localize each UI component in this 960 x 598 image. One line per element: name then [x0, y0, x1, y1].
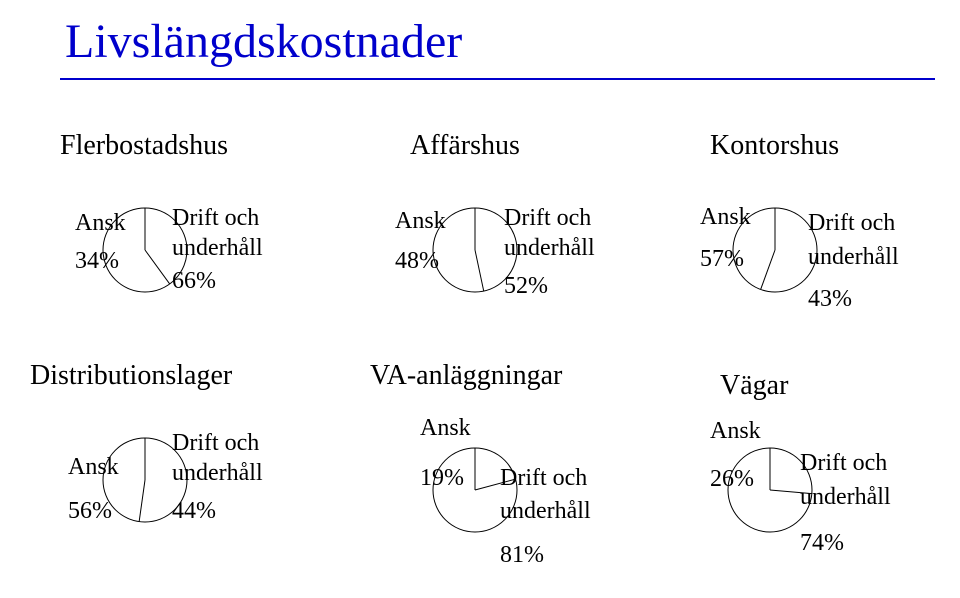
label-left-bottom-flerbostadshus: 34%	[75, 248, 119, 275]
label-right-bottom-kontorshus: 43%	[808, 286, 852, 313]
label-right-mid-affarshus: underhåll	[504, 235, 595, 262]
label-right-mid-flerbostadshus: underhåll	[172, 235, 263, 262]
chart-heading-va: VA-anläggningar	[370, 360, 562, 392]
label-left-top-affarshus: Ansk	[395, 208, 446, 235]
label-right-top-kontorshus: Drift och	[808, 210, 895, 237]
label-left-top-va: Ansk	[420, 415, 471, 442]
label-left-bottom-distributionslager: 56%	[68, 498, 112, 525]
label-right-top-flerbostadshus: Drift och	[172, 205, 259, 232]
label-right-mid-kontorshus: underhåll	[808, 244, 899, 271]
label-right-top-va: Drift och	[500, 465, 587, 492]
label-right-top-distributionslager: Drift och	[172, 430, 259, 457]
label-left-bottom-affarshus: 48%	[395, 248, 439, 275]
label-right-mid-vagar: underhåll	[800, 484, 891, 511]
label-left-bottom-va: 19%	[420, 465, 464, 492]
label-left-bottom-vagar: 26%	[710, 466, 754, 493]
chart-heading-distributionslager: Distributionslager	[30, 360, 232, 392]
label-left-top-vagar: Ansk	[710, 418, 761, 445]
label-left-top-distributionslager: Ansk	[68, 454, 119, 481]
label-right-mid-va: underhåll	[500, 498, 591, 525]
title-underline	[60, 78, 935, 80]
label-right-bottom-va: 81%	[500, 542, 544, 569]
chart-heading-vagar: Vägar	[720, 370, 788, 402]
chart-heading-kontorshus: Kontorshus	[710, 130, 839, 162]
label-left-bottom-kontorshus: 57%	[700, 246, 744, 273]
page-title: Livslängdskostnader	[65, 14, 462, 69]
chart-heading-affarshus: Affärshus	[410, 130, 520, 162]
label-right-bottom-flerbostadshus: 66%	[172, 268, 216, 295]
label-right-bottom-vagar: 74%	[800, 530, 844, 557]
label-left-top-kontorshus: Ansk	[700, 204, 751, 231]
label-right-bottom-distributionslager: 44%	[172, 498, 216, 525]
label-left-top-flerbostadshus: Ansk	[75, 210, 126, 237]
label-right-mid-distributionslager: underhåll	[172, 460, 263, 487]
chart-heading-flerbostadshus: Flerbostadshus	[60, 130, 228, 162]
label-right-top-affarshus: Drift och	[504, 205, 591, 232]
label-right-top-vagar: Drift och	[800, 450, 887, 477]
label-right-bottom-affarshus: 52%	[504, 273, 548, 300]
